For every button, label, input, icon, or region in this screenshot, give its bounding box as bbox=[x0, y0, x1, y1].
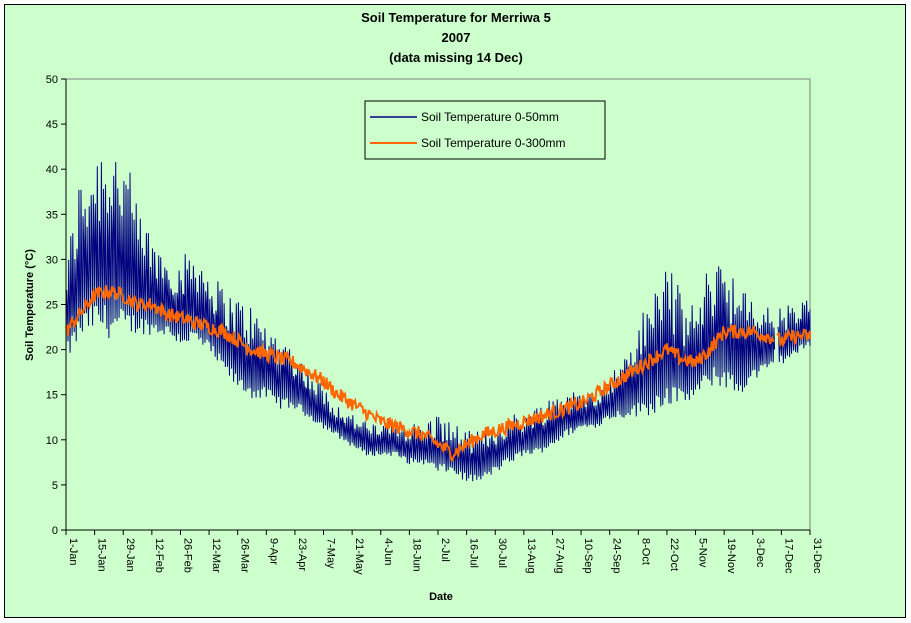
legend-label-shallow: Soil Temperature 0-50mm bbox=[421, 110, 559, 124]
x-tick-label: 4-Jun bbox=[382, 538, 394, 566]
y-axis: 0 5 10 15 20 25 30 35 40 45 50 bbox=[46, 74, 67, 537]
x-tick-label: 24-Sep bbox=[611, 538, 623, 573]
chart-title: Soil Temperature for Merriwa 5 2007 (dat… bbox=[361, 10, 551, 65]
x-tick-label: 7-May bbox=[325, 538, 337, 569]
series-deep-line bbox=[65, 285, 811, 462]
chart-title-line-2: 2007 bbox=[442, 30, 471, 45]
x-tick-label: 26-Mar bbox=[239, 538, 251, 573]
x-tick-label: 13-Aug bbox=[525, 538, 537, 573]
x-tick-label: 9-Apr bbox=[267, 538, 279, 565]
x-tick-label: 8-Oct bbox=[639, 538, 651, 565]
x-tick-label: 30-Jul bbox=[496, 538, 508, 568]
y-tick-label: 40 bbox=[46, 164, 58, 176]
y-tick-label: 45 bbox=[46, 119, 58, 131]
y-tick-label: 15 bbox=[46, 390, 58, 402]
x-tick-label: 15-Jan bbox=[96, 538, 108, 572]
series-deep-soil-temperature bbox=[65, 285, 811, 462]
x-axis: 1-Jan 15-Jan 29-Jan 12-Feb 26-Feb 12-Mar 26-Ma… bbox=[65, 529, 823, 575]
x-tick-label: 10-Sep bbox=[582, 538, 594, 573]
x-tick-label: 22-Oct bbox=[668, 538, 680, 571]
x-tick-label: 1-Jan bbox=[67, 538, 79, 566]
x-tick-label: 19-Nov bbox=[725, 538, 737, 574]
x-tick-label: 18-Jun bbox=[410, 538, 422, 572]
x-axis-title: Date bbox=[429, 591, 453, 603]
chart-title-line-3: (data missing 14 Dec) bbox=[389, 50, 523, 65]
x-tick-label: 12-Mar bbox=[210, 538, 222, 573]
y-tick-label: 10 bbox=[46, 435, 58, 447]
x-tick-label: 17-Dec bbox=[782, 538, 794, 574]
x-tick-label: 21-May bbox=[353, 538, 365, 575]
legend-box bbox=[364, 100, 606, 160]
x-tick-label: 12-Feb bbox=[153, 538, 165, 573]
y-tick-label: 20 bbox=[46, 345, 58, 357]
y-tick-label: 30 bbox=[46, 254, 58, 266]
x-tick-label: 16-Jul bbox=[468, 538, 480, 568]
y-tick-label: 35 bbox=[46, 209, 58, 221]
y-axis-title: Soil Temperature (°C) bbox=[24, 249, 36, 361]
chart-canvas: Soil Temperature for Merriwa 5 2007 (dat… bbox=[24, 10, 823, 603]
x-tick-label: 2-Jul bbox=[439, 538, 451, 562]
y-tick-label: 5 bbox=[52, 480, 58, 492]
x-tick-label: 26-Feb bbox=[181, 538, 193, 573]
legend-label-deep: Soil Temperature 0-300mm bbox=[421, 136, 566, 150]
x-tick-label: 29-Jan bbox=[124, 538, 136, 572]
x-tick-label: 31-Dec bbox=[811, 538, 823, 574]
x-tick-label: 23-Apr bbox=[296, 538, 308, 571]
chart-title-line-1: Soil Temperature for Merriwa 5 bbox=[361, 10, 551, 25]
y-tick-label: 0 bbox=[52, 525, 58, 537]
x-tick-label: 3-Dec bbox=[754, 538, 766, 568]
y-tick-label: 50 bbox=[46, 74, 58, 86]
legend: Soil Temperature 0-50mm Soil Temperature… bbox=[364, 100, 606, 160]
x-tick-label: 5-Nov bbox=[697, 538, 709, 568]
y-tick-label: 25 bbox=[46, 300, 58, 312]
chart-frame: Soil Temperature for Merriwa 5 2007 (dat… bbox=[4, 4, 906, 618]
x-tick-label: 27-Aug bbox=[553, 538, 565, 573]
